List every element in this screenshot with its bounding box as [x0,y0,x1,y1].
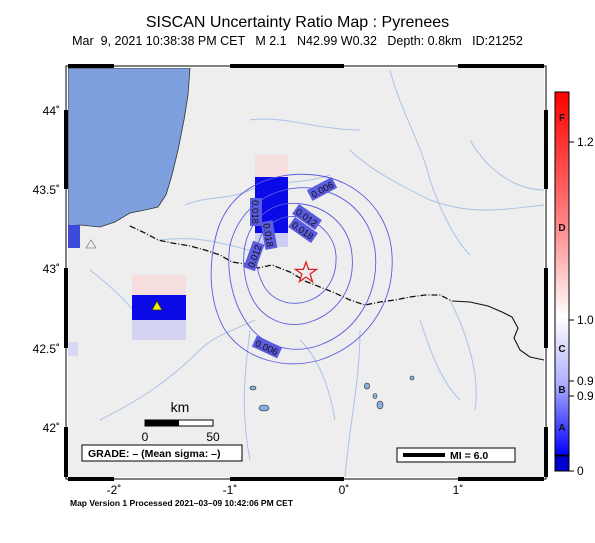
colorbar-value: 1.0 [577,313,594,327]
lon-tick-label: 1˚ [453,483,464,497]
lon-tick-label: -1˚ [223,483,238,497]
colorbar-value: 1.2 [577,135,594,149]
colorbar-grade: C [558,344,565,355]
contour-labels: 0.006 0.018 0.012 0.018 0.012 0.018 [243,177,338,358]
ocean-bay-of-biscay [68,68,191,228]
map-area: 0.006 0.018 0.012 0.018 0.012 0.018 [68,68,544,477]
epicenter-star-icon [293,260,319,284]
scale-bar: km 0 50 [142,399,220,444]
colorbar-min-swatch [554,455,570,472]
mi-legend-text: MI = 6.0 [450,450,488,462]
lon-tick-label: -2˚ [107,483,122,497]
colorbar-grade: B [558,385,565,396]
station-triangle-icon [85,239,97,249]
scale-bar-unit: km [171,399,190,415]
lat-tick-label: 43.5˚ [33,183,60,197]
processing-footer: Map Version 1 Processed 2021–03–09 10:42… [70,498,294,508]
contour-label: 0.018 [260,223,275,248]
colorbar-value: 0.9 [577,374,594,388]
scale-bar-label: 0 [142,430,149,444]
event-subtitle: Mar 9, 2021 10:38:38 PM CET M 2.1 N42.99… [72,34,523,48]
colorbar-value: 0 [577,464,584,478]
coastline-east [451,300,544,361]
lat-tick-label: 43˚ [43,262,60,276]
mi-legend: MI = 6.0 [396,447,516,463]
contour-label: 0.018 [249,200,260,224]
map-title: SISCAN Uncertainty Ratio Map : Pyrenees [145,14,450,31]
colorbar: F D C B A 1.2 1.0 0.9 0.9 0 [554,91,594,478]
colorbar-grade: D [558,223,565,234]
border-france-spain [129,225,453,306]
colorbar-grade: F [559,113,565,124]
lakes [249,375,415,412]
colorbar-value: 0.9 [577,389,594,403]
grade-text: GRADE: – (Mean sigma: –) [88,448,220,460]
lon-tick-label: 0˚ [339,483,350,497]
scale-bar-label: 50 [206,430,220,444]
map-frame [64,64,548,481]
station-triangle-icon [151,300,163,311]
axis-labels: -2˚ -1˚ 0˚ 1˚ 44˚ 43.5˚ 43˚ 42.5˚ 42˚ [33,104,464,497]
lat-tick-label: 44˚ [43,104,60,118]
lat-tick-label: 42.5˚ [33,342,60,356]
colorbar-grade: A [558,423,565,434]
lat-tick-label: 42˚ [43,421,60,435]
grade-box: GRADE: – (Mean sigma: –) [81,444,243,462]
